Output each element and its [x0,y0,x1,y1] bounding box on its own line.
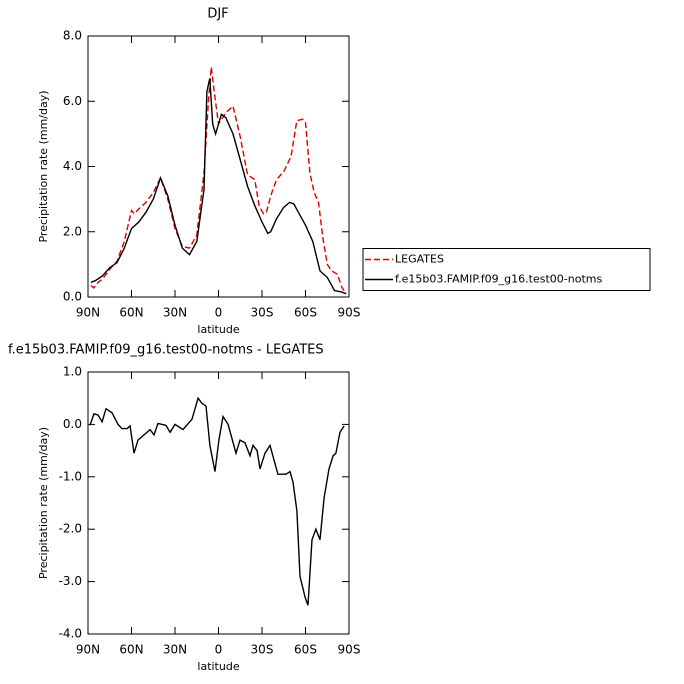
x-tick-label: 0 [215,306,223,320]
x-tick-label: 90N [76,643,100,657]
y-axis-label: Precipitation rate (mm/day) [37,427,50,579]
y-axis-label: Precipitation rate (mm/day) [37,90,50,242]
chart-title: DJF [207,7,228,22]
x-axis-label: latitude [197,323,239,336]
x-tick-label: 90N [76,306,100,320]
x-tick-label: 60S [294,643,317,657]
x-tick-label: 60N [119,306,143,320]
y-tick-label: -3.0 [59,574,82,588]
chart-title: f.e15b03.FAMIP.f09_g16.test00-notms - LE… [8,343,324,358]
x-tick-label: 90S [338,643,361,657]
plot-frame [87,35,350,298]
y-tick-label: -4.0 [59,627,82,641]
x-tick-label: 30S [251,643,274,657]
x-tick-label: 30N [163,306,187,320]
x-tick-label: 0 [215,643,223,657]
legend-label: LEGATES [395,253,444,266]
legend-label: f.e15b03.FAMIP.f09_g16.test00-notms [395,273,602,286]
y-tick-label: 0.0 [63,417,82,431]
y-tick-label: 2.0 [63,224,82,238]
x-axis-label: latitude [197,660,239,673]
y-tick-label: 4.0 [63,159,82,173]
y-tick-label: 1.0 [63,365,82,379]
y-tick-label: 6.0 [63,94,82,108]
x-tick-label: 30S [251,306,274,320]
y-tick-label: 0.0 [63,290,82,304]
y-tick-label: -2.0 [59,522,82,536]
y-tick-label: 8.0 [63,29,82,43]
x-tick-label: 60N [119,643,143,657]
x-tick-label: 90S [338,306,361,320]
series-line [90,78,347,295]
x-tick-label: 60S [294,306,317,320]
y-tick-label: -1.0 [59,469,82,483]
legend-box [362,248,651,291]
x-tick-label: 30N [163,643,187,657]
series-line [89,396,345,606]
series-line [90,66,347,295]
plot-frame [87,371,350,635]
